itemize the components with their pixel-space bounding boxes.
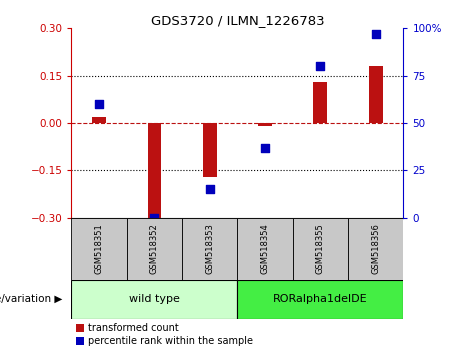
Text: GSM518356: GSM518356: [371, 223, 380, 274]
Point: [317, 63, 324, 69]
Point: [95, 101, 103, 107]
Bar: [71, 280, 237, 319]
Bar: [71, 218, 127, 280]
Bar: [237, 218, 293, 280]
Text: genotype/variation ▶: genotype/variation ▶: [0, 294, 62, 304]
Text: GSM518355: GSM518355: [316, 223, 325, 274]
Bar: [127, 218, 182, 280]
Text: GSM518351: GSM518351: [95, 223, 104, 274]
Text: GSM518353: GSM518353: [205, 223, 214, 274]
Bar: [237, 280, 403, 319]
Text: RORalpha1delDE: RORalpha1delDE: [273, 294, 368, 304]
Bar: [369, 66, 383, 123]
Bar: [182, 218, 237, 280]
Legend: transformed count, percentile rank within the sample: transformed count, percentile rank withi…: [77, 324, 253, 346]
Bar: [258, 123, 272, 126]
Text: GSM518352: GSM518352: [150, 223, 159, 274]
Point: [261, 145, 269, 150]
Bar: [148, 123, 161, 218]
Text: wild type: wild type: [129, 294, 180, 304]
Text: GSM518354: GSM518354: [260, 223, 270, 274]
Point: [372, 31, 379, 37]
Bar: [313, 82, 327, 123]
Bar: [348, 218, 403, 280]
Point: [151, 215, 158, 221]
Point: [206, 187, 213, 192]
Title: GDS3720 / ILMN_1226783: GDS3720 / ILMN_1226783: [151, 14, 324, 27]
Bar: [293, 218, 348, 280]
Bar: [92, 117, 106, 123]
Bar: [203, 123, 217, 177]
